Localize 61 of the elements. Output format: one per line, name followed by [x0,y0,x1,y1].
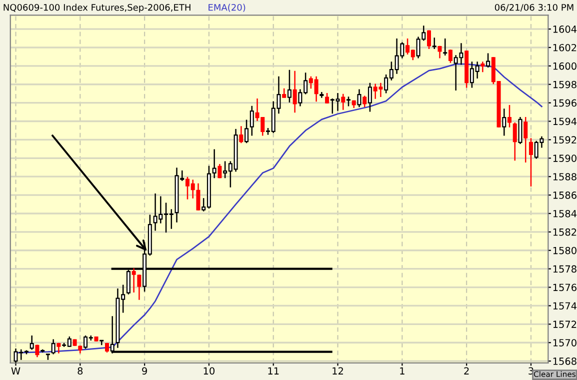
y-tick-label: 1590 [553,154,576,162]
candlestick [486,53,490,68]
x-tick-label: 8 [78,367,83,375]
candlestick [502,108,506,136]
candlestick [244,120,249,144]
candlestick [341,94,346,110]
y-tick-label: 1568 [553,358,576,365]
y-tick-label: 1572 [553,320,576,328]
candlestick [35,344,40,358]
text: EMA(20) [208,4,246,12]
candlestick [218,164,222,178]
candlestick [250,106,254,136]
y-tick-label: 1586 [553,192,576,199]
candlestick [212,149,216,178]
candlestick [325,92,330,104]
candlestick [320,92,324,98]
y-tick-label: 1574 [553,302,577,310]
x-tick-label: 1 [400,367,404,374]
candlestick [432,38,436,50]
candlestick [438,46,442,58]
candlestick [287,70,292,103]
y-tick-label: 1570 [553,339,576,346]
text: 06/21/06 3:10 PM [494,4,574,12]
x-tick-label: 2 [464,367,469,374]
candlestick [528,138,533,186]
x-tick-label: W [11,367,20,374]
candlestick [362,96,367,108]
candlestick [448,50,452,63]
candlestick [508,104,512,128]
y-tick-label: 1602 [553,44,576,52]
candlestick [357,89,362,108]
y-tick-label: 1592 [553,136,576,144]
y-tick-label: 1578 [553,265,576,273]
y-tick-label: 1594 [553,118,577,126]
chart-title: NQ0609-100 Index Futures,Sep-2006,ETH [4,4,190,13]
x-tick-label: 12 [332,367,343,374]
y-tick-label: 1580 [553,246,576,254]
y-tick-label: 1576 [553,284,576,292]
x-tick-label: 11 [268,367,279,374]
candlestick [427,30,432,50]
y-tick-label: 1598 [553,80,576,88]
candlestick [196,183,200,210]
candlestick [239,126,244,144]
candlestick [51,339,56,354]
y-tick-label: 1588 [553,173,576,180]
candlestick [30,336,34,350]
y-tick-label: 1596 [553,99,576,107]
candlestick [512,122,517,161]
x-tick-label: 9 [142,367,147,375]
y-tick-label: 1584 [553,210,577,218]
y-tick-label: 1582 [553,228,576,236]
y-tick-label: 1604 [553,26,577,33]
x-tick-label: 10 [204,367,214,375]
candlestick [368,82,372,112]
y-tick-label: 1600 [553,62,576,70]
candlestick [524,116,528,162]
candlestick [56,342,61,354]
candlestick [443,38,448,56]
candlestick [292,70,297,113]
candlestick [480,62,485,72]
candlestick [518,116,522,144]
